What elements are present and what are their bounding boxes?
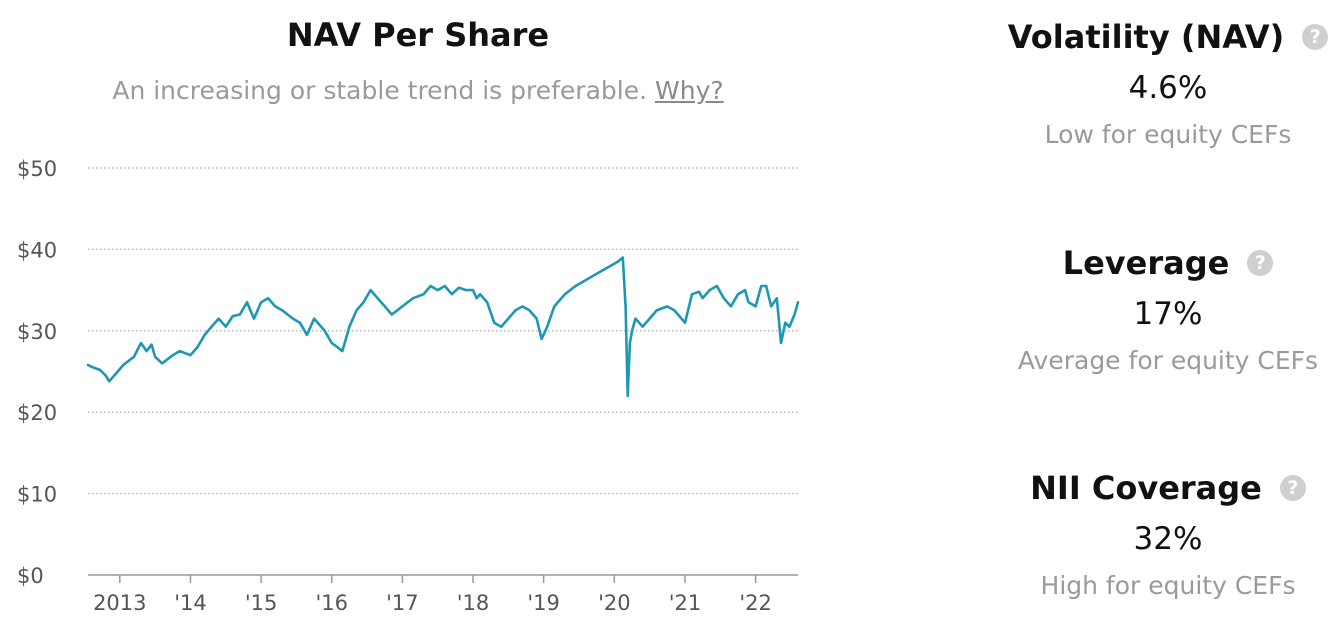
x-tick-label: '22 — [739, 591, 772, 615]
metric-nii-coverage: NII Coverage ? 32% High for equity CEFs — [1000, 469, 1332, 600]
x-tick-label: '18 — [457, 591, 490, 615]
metric-leverage-title: Leverage ? — [1063, 244, 1274, 282]
chart-subtitle-text: An increasing or stable trend is prefera… — [112, 76, 648, 105]
x-tick-label: '20 — [598, 591, 631, 615]
metric-nii-coverage-title-text: NII Coverage — [1030, 469, 1262, 507]
metric-volatility: Volatility (NAV) ? 4.6% Low for equity C… — [1000, 18, 1332, 149]
x-tick-label: '17 — [386, 591, 419, 615]
y-tick-label: $20 — [17, 401, 57, 425]
metric-leverage-desc: Average for equity CEFs — [1017, 346, 1319, 375]
y-tick-label: $30 — [17, 320, 57, 344]
metric-volatility-title-text: Volatility (NAV) — [1007, 18, 1285, 56]
metric-leverage: Leverage ? 17% Average for equity CEFs — [1000, 244, 1332, 375]
why-link[interactable]: Why? — [655, 76, 724, 105]
metric-nii-coverage-title: NII Coverage ? — [1030, 469, 1306, 507]
x-tick-label: '16 — [315, 591, 348, 615]
metric-nii-coverage-desc: High for equity CEFs — [1040, 571, 1296, 600]
metric-volatility-desc: Low for equity CEFs — [1044, 120, 1292, 149]
metric-volatility-title: Volatility (NAV) ? — [1007, 18, 1329, 56]
nav-chart-panel: NAV Per Share An increasing or stable tr… — [0, 16, 836, 615]
chart-subtitle: An increasing or stable trend is prefera… — [0, 76, 836, 105]
question-circle-icon[interactable]: ? — [1302, 24, 1329, 50]
x-tick-label: '15 — [245, 591, 278, 615]
metric-nii-coverage-value: 32% — [1133, 521, 1203, 557]
nav-line-chart: $0 $10 $20 $30 $40 $50 2013 '14 '15 '16 '17 '18 '19 '… — [17, 157, 800, 615]
metric-leverage-title-text: Leverage — [1062, 244, 1230, 282]
x-tick-label: '19 — [527, 591, 560, 615]
metric-leverage-value: 17% — [1133, 296, 1203, 332]
x-tick-label: '14 — [174, 591, 207, 615]
y-tick-label: $10 — [17, 483, 57, 507]
x-tick-label: '21 — [669, 591, 702, 615]
question-circle-icon[interactable]: ? — [1279, 475, 1306, 501]
x-tick-label: 2013 — [93, 591, 146, 615]
y-tick-label: $0 — [17, 564, 44, 588]
metric-volatility-value: 4.6% — [1128, 70, 1208, 106]
chart-title: NAV Per Share — [286, 16, 550, 54]
nav-series-line — [86, 256, 800, 398]
question-circle-icon[interactable]: ? — [1247, 250, 1274, 276]
y-tick-label: $40 — [17, 238, 57, 262]
y-tick-label: $50 — [17, 157, 57, 181]
